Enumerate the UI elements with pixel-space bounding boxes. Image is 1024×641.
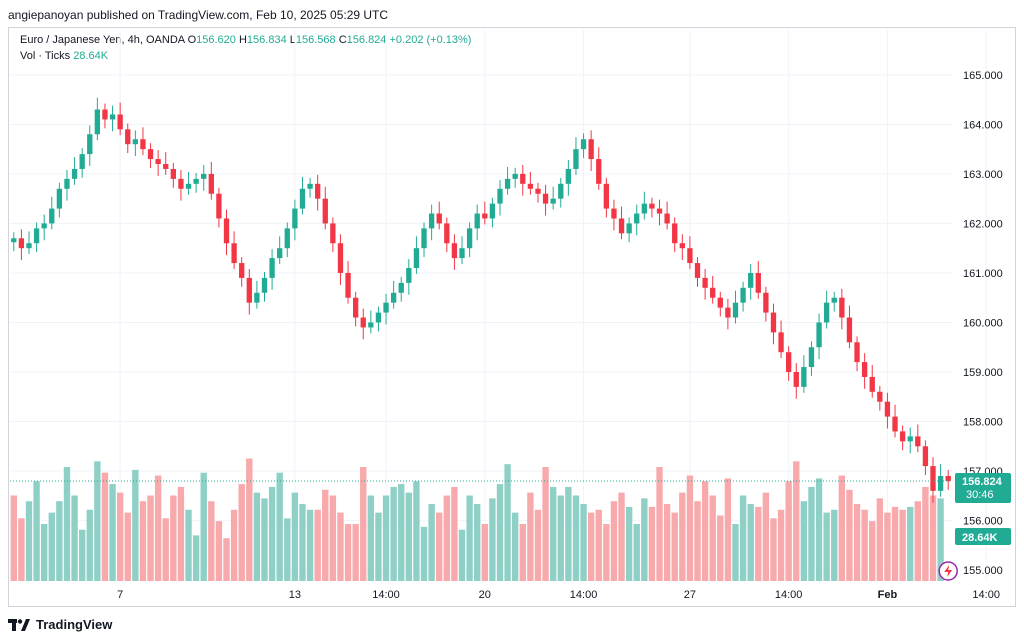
high-label: H	[238, 34, 247, 46]
symbol-title: Euro / Japanese Yen, 4h, OANDA	[20, 34, 185, 46]
low-value: 156.568	[295, 34, 336, 46]
volume-value: 28.64K	[73, 50, 109, 62]
close-value: 156.824	[346, 34, 387, 46]
footer: TradingView	[8, 617, 112, 632]
close-label: C	[338, 34, 347, 46]
publisher-line: angiepanoyan published on TradingView.co…	[8, 8, 389, 22]
high-value: 156.834	[246, 34, 287, 46]
tradingview-logo-icon	[8, 618, 30, 632]
open-label: O	[187, 34, 197, 46]
change-value: +0.202 (+0.13%)	[389, 34, 472, 46]
volume-legend: Vol · Ticks 28.64K	[20, 50, 108, 62]
ohlc-legend: Euro / Japanese Yen, 4h, OANDA O156.620 …	[20, 34, 471, 46]
footer-brand: TradingView	[36, 617, 113, 632]
volume-label: Vol · Ticks	[20, 50, 71, 62]
low-label: L	[289, 34, 296, 46]
open-value: 156.620	[196, 34, 236, 46]
chart-frame	[8, 27, 1016, 607]
